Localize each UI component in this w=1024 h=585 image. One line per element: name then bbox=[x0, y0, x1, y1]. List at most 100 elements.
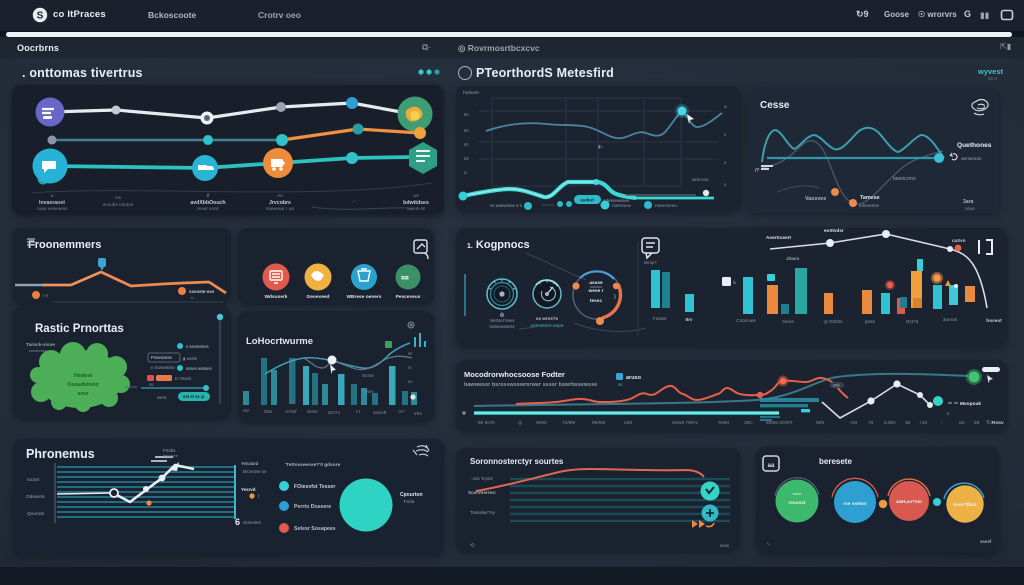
svg-text:◎: ◎ bbox=[500, 312, 505, 318]
svg-text:Rosv: Rosv bbox=[992, 420, 1004, 426]
svg-text:lawocono: lawocono bbox=[893, 176, 916, 182]
svg-text:80: 80 bbox=[464, 128, 469, 133]
svg-text:3sss: 3sss bbox=[264, 409, 273, 414]
svg-text:Quethones: Quethones bbox=[957, 142, 992, 149]
svg-text:→: → bbox=[352, 198, 357, 203]
svg-text:.rs?: .rs? bbox=[398, 409, 406, 414]
svg-text:86 9oTe: 86 9oTe bbox=[478, 420, 495, 426]
svg-text:stssse: stssse bbox=[362, 373, 375, 378]
svg-text:smo: smo bbox=[77, 391, 89, 397]
svg-text:s0: s0 bbox=[464, 142, 469, 147]
svg-text:sssextes: sssextes bbox=[243, 520, 262, 525]
svg-text:sXs: sXs bbox=[833, 383, 840, 388]
svg-text:Εˈrsswst: Εˈrsswst bbox=[175, 376, 192, 381]
svg-text:FOiesvfst Tesser: FOiesvfst Tesser bbox=[294, 484, 335, 490]
svg-text:Rastic Prnorttas: Rastic Prnorttas bbox=[35, 323, 124, 335]
svg-text:Fsstse: Fsstse bbox=[653, 316, 667, 321]
svg-text:Geos: Geos bbox=[782, 319, 794, 325]
svg-text:asase: asase bbox=[589, 281, 603, 286]
svg-text:s t: s t bbox=[356, 409, 361, 414]
svg-text:reaet ooos: reaet ooos bbox=[197, 206, 219, 211]
svg-text:99/0M: 99/0M bbox=[592, 420, 605, 426]
svg-text:wsbssEtsrs.ssqss: wsbssEtsrs.ssqss bbox=[530, 323, 563, 328]
svg-text:sdessewsses: sdessewsses bbox=[603, 198, 630, 203]
svg-text:ss: ss bbox=[408, 351, 412, 356]
svg-text:⤷: ⤷ bbox=[767, 541, 770, 547]
svg-text:ssrep?: ssrep? bbox=[644, 260, 657, 265]
svg-text:Setesr Sosapees: Setesr Sosapees bbox=[294, 526, 336, 532]
svg-text:8rv: 8rv bbox=[686, 317, 693, 322]
svg-text:s: s bbox=[191, 295, 193, 300]
svg-text:'Tettovseesse?'0 gdsore: 'Tettovseesse?'0 gdsore bbox=[285, 462, 341, 468]
svg-text:Jitavn: Jitavn bbox=[786, 256, 799, 261]
svg-text:Pssewssse: Pssewssse bbox=[151, 355, 173, 360]
svg-text:e: e bbox=[724, 160, 727, 165]
svg-text:rstr: rstr bbox=[243, 408, 250, 413]
svg-text:Phronemus: Phronemus bbox=[26, 447, 95, 461]
svg-text:s: s bbox=[947, 411, 950, 416]
svg-text:Mvopouk: Mvopouk bbox=[960, 401, 981, 407]
svg-text:tsrssewssess: tsrssewssess bbox=[490, 324, 515, 329]
svg-text:Oosadstono: Oosadstono bbox=[67, 382, 99, 388]
svg-text:Yesrvd: Yesrvd bbox=[241, 487, 256, 492]
svg-text:ss wrss?s: ss wrss?s bbox=[536, 316, 559, 321]
svg-text:Brcrease se: Brcrease se bbox=[243, 469, 267, 474]
svg-text:sst st ss ◎: sst st ss ◎ bbox=[183, 394, 205, 399]
svg-text:+43: +43 bbox=[919, 420, 927, 426]
svg-text:70/9M: 70/9M bbox=[562, 420, 575, 426]
svg-text:ws: ws bbox=[413, 193, 419, 198]
svg-text:ss: ss bbox=[149, 382, 153, 387]
svg-text:rse ssetss: rse ssetss bbox=[843, 501, 867, 507]
svg-text:rswersreeu: rswersreeu bbox=[655, 203, 677, 208]
svg-text:Tarock-visse: Tarock-visse bbox=[26, 342, 55, 348]
svg-text:◎: ◎ bbox=[518, 420, 523, 426]
svg-text:809: 809 bbox=[816, 420, 824, 426]
svg-text:edsowrtse: edsowrtse bbox=[859, 203, 880, 208]
svg-text:s: s bbox=[724, 182, 726, 187]
svg-text:S: S bbox=[37, 11, 44, 22]
svg-text:Pesceseus: Pesceseus bbox=[396, 294, 421, 300]
svg-text:sssss⇅: sssss⇅ bbox=[373, 410, 387, 415]
svg-text:Scorvserrns:: Scorvserrns: bbox=[468, 490, 497, 495]
svg-text:ssses wssses: ssses wssses bbox=[186, 366, 212, 371]
svg-text:29C: 29C bbox=[744, 420, 753, 426]
svg-text:ssosste-sse: ssosste-sse bbox=[189, 289, 215, 294]
svg-text:Geoexeed: Geoexeed bbox=[307, 294, 330, 300]
svg-text:▮s: ▮s bbox=[598, 144, 603, 149]
svg-text:ssss?βΔΔ: ssss?βΔΔ bbox=[953, 502, 977, 508]
svg-text:Froonemmers: Froonemmers bbox=[28, 239, 101, 251]
svg-text:rsetNu Fsses: rsetNu Fsses bbox=[490, 318, 515, 323]
svg-text:a: a bbox=[51, 193, 54, 198]
svg-text:caXvn: caXvn bbox=[952, 238, 966, 243]
svg-text:tessc: tessc bbox=[590, 298, 603, 304]
svg-text:avoubs rotutoe: avoubs rotutoe bbox=[103, 202, 134, 207]
svg-text:4ΔH,ss?sm: 4ΔH,ss?sm bbox=[896, 499, 922, 505]
svg-text:tesssere: tesssere bbox=[163, 453, 179, 458]
svg-text:beresete: beresete bbox=[819, 457, 852, 466]
svg-text:ssssf: ssssf bbox=[980, 539, 992, 544]
svg-text:kd: kd bbox=[464, 156, 469, 161]
svg-text:.: . bbox=[353, 205, 354, 210]
svg-text:rs: rs bbox=[408, 365, 412, 370]
svg-text:3ara: 3ara bbox=[963, 199, 974, 205]
svg-text:Soronnosterctyr sourtes: Soronnosterctyr sourtes bbox=[470, 457, 564, 466]
svg-text:rs?ssf: rs?ssf bbox=[285, 409, 297, 414]
svg-text:Tosselwr?sy: Tosselwr?sy bbox=[470, 510, 496, 515]
svg-text:36: 36 bbox=[905, 420, 911, 426]
svg-text:ss: ss bbox=[618, 382, 623, 387]
svg-text:609M 6O/9T: 609M 6O/9T bbox=[766, 420, 793, 426]
svg-text:: oss 'tryssr: : oss 'tryssr bbox=[470, 476, 494, 481]
svg-text:s⇅s: s⇅s bbox=[414, 411, 422, 416]
svg-text:avdXbbOouch: avdXbbOouch bbox=[190, 200, 225, 206]
svg-text:◎ GOOs: ◎ GOOs bbox=[823, 319, 843, 325]
svg-text:¤¤: ¤¤ bbox=[401, 275, 409, 282]
svg-text:Qourots: Qourots bbox=[27, 511, 45, 517]
svg-text:asdert: asdert bbox=[580, 198, 594, 203]
svg-text:Mocodrorwhocsoose Fodter: Mocodrorwhocsoose Fodter bbox=[464, 370, 565, 379]
svg-text:bawwessr bsrssswsswrsrwer ssss: bawwessr bsrssswsswrsrwer ssssr bswrbsse… bbox=[464, 382, 597, 388]
svg-text:Cpourton: Cpourton bbox=[400, 492, 423, 498]
svg-text:LoHocrtwurme: LoHocrtwurme bbox=[246, 336, 313, 347]
svg-text:⊽2: ⊽2 bbox=[986, 420, 993, 426]
svg-text:ssse: ssse bbox=[793, 491, 803, 496]
svg-text:+00: +00 bbox=[849, 420, 857, 426]
